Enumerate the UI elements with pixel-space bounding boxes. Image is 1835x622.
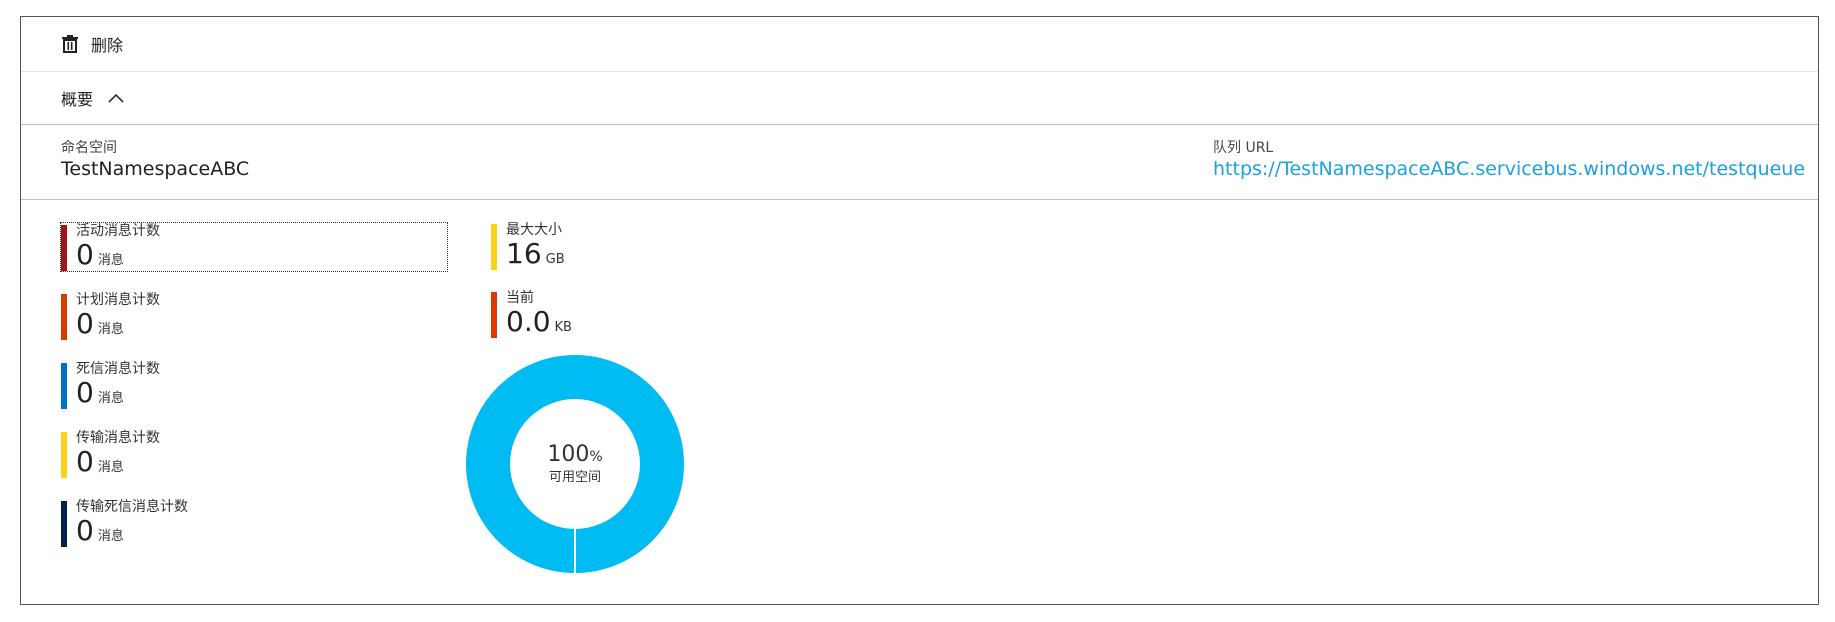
queue-overview-panel: 删除 概要 命名空间 TestNamespaceABC 队列 URL https… — [20, 16, 1819, 605]
scheduled-message-count-tile[interactable]: 计划消息计数 0 消息 — [61, 292, 447, 340]
current-size-tile[interactable]: 当前 0.0 KB — [491, 290, 691, 338]
scheduled-message-color-bar — [61, 294, 67, 340]
transfer-message-count-tile[interactable]: 传输消息计数 0 消息 — [61, 430, 447, 478]
free-space-percent-value: 100 — [547, 442, 590, 467]
transfer-dead-letter-message-count-tile[interactable]: 传输死信消息计数 0 消息 — [61, 499, 447, 547]
namespace-value: TestNamespaceABC — [61, 158, 250, 180]
trash-icon — [62, 35, 78, 53]
scheduled-message-count-value: 0 — [76, 307, 94, 340]
active-message-count-label: 活动消息计数 — [76, 223, 160, 239]
queue-url-block: 队列 URL https://TestNamespaceABC.serviceb… — [1213, 139, 1805, 181]
command-bar: 删除 — [21, 17, 1818, 72]
max-size-color-bar — [491, 224, 497, 270]
transfer-message-count-unit: 消息 — [97, 460, 124, 475]
transfer-message-count-label: 传输消息计数 — [76, 430, 160, 446]
dead-letter-message-color-bar — [61, 363, 67, 409]
transfer-message-color-bar — [61, 432, 67, 478]
namespace-block: 命名空间 TestNamespaceABC — [61, 139, 249, 181]
active-message-count-unit: 消息 — [97, 253, 124, 268]
current-size-color-bar — [491, 292, 497, 338]
namespace-label: 命名空间 — [61, 140, 117, 156]
active-message-count-tile[interactable]: 活动消息计数 0 消息 — [60, 222, 448, 272]
delete-button[interactable]: 删除 — [61, 32, 123, 56]
current-size-unit: KB — [554, 320, 572, 335]
free-space-percent-unit: % — [589, 449, 603, 465]
current-size-value: 0.0 — [506, 305, 551, 338]
transfer-dead-letter-message-color-bar — [61, 501, 67, 547]
essentials-label: 概要 — [61, 90, 94, 109]
scheduled-message-count-label: 计划消息计数 — [76, 292, 160, 308]
scheduled-message-count-unit: 消息 — [97, 322, 124, 337]
free-space-donut[interactable]: 100% 可用空间 — [466, 355, 684, 573]
active-message-count-value: 0 — [76, 238, 94, 271]
max-size-tile[interactable]: 最大大小 16 GB — [491, 222, 691, 270]
transfer-dead-letter-message-count-value: 0 — [76, 514, 94, 547]
transfer-dead-letter-message-count-label: 传输死信消息计数 — [76, 499, 188, 515]
queue-url-label: 队列 URL — [1213, 140, 1274, 156]
active-message-color-bar — [61, 225, 67, 271]
dead-letter-message-count-label: 死信消息计数 — [76, 361, 160, 377]
dead-letter-message-count-value: 0 — [76, 376, 94, 409]
max-size-value: 16 — [506, 237, 542, 270]
transfer-message-count-value: 0 — [76, 445, 94, 478]
essentials-header: 概要 — [21, 72, 1818, 125]
current-size-label: 当前 — [506, 290, 534, 306]
essentials-info: 命名空间 TestNamespaceABC 队列 URL https://Tes… — [21, 125, 1818, 200]
dead-letter-message-count-unit: 消息 — [97, 391, 124, 406]
essentials-toggle[interactable]: 概要 — [61, 86, 125, 110]
queue-url-link[interactable]: https://TestNamespaceABC.servicebus.wind… — [1213, 158, 1806, 180]
transfer-dead-letter-message-count-unit: 消息 — [97, 529, 124, 544]
donut-center: 100% 可用空间 — [466, 355, 684, 573]
delete-button-label: 删除 — [91, 36, 124, 55]
chevron-up-icon — [108, 93, 124, 103]
dead-letter-message-count-tile[interactable]: 死信消息计数 0 消息 — [61, 361, 447, 409]
max-size-label: 最大大小 — [506, 222, 562, 238]
free-space-donut-chart — [466, 355, 684, 573]
max-size-unit: GB — [545, 252, 565, 267]
free-space-label: 可用空间 — [548, 470, 601, 485]
metrics-area: 活动消息计数 0 消息 计划消息计数 0 消息 死信消息计数 0 消息 传输消息计数 … — [21, 200, 1818, 600]
